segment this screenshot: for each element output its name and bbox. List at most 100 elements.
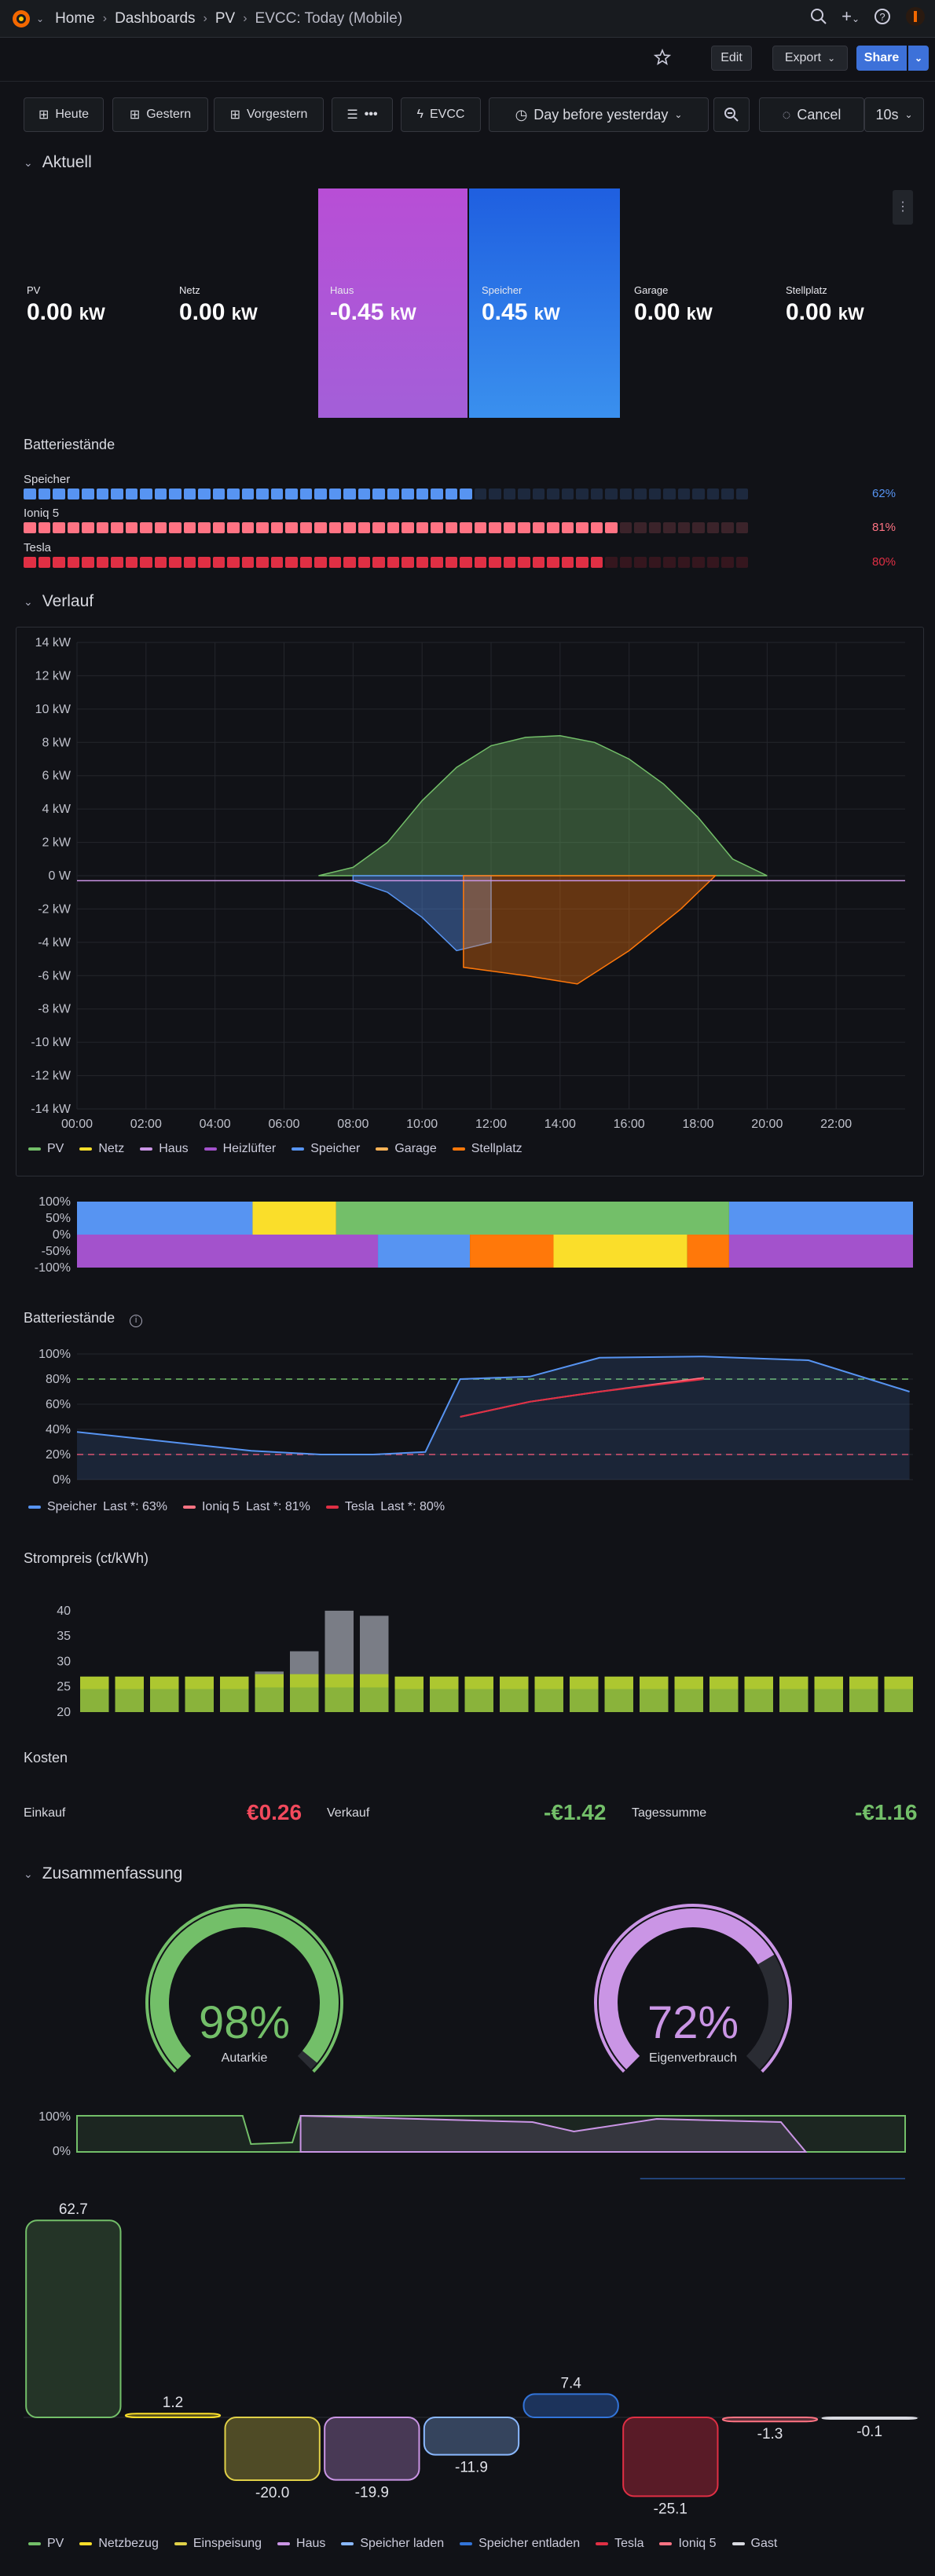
- link-label: Gestern: [146, 108, 192, 121]
- dashboard-links-menu-button[interactable]: ☰ •••: [332, 97, 393, 132]
- link-heute[interactable]: ⊞ Heute: [24, 97, 104, 132]
- legend-item[interactable]: Ioniq 5: [659, 2537, 717, 2551]
- battery-bar-segment: [445, 522, 457, 533]
- battery-bar-segment: [387, 557, 399, 568]
- energy-bar: [522, 2393, 619, 2418]
- legend-item[interactable]: Speicher entladen: [460, 2537, 580, 2551]
- gauge-label-autarkie: Autarkie: [221, 2051, 268, 2065]
- chevron-down-icon: ⌄: [827, 53, 836, 64]
- share-segment: [728, 1202, 913, 1235]
- link-vorgestern[interactable]: ⊞ Vorgestern: [214, 97, 324, 132]
- zoom-out-button[interactable]: [713, 97, 750, 132]
- battery-bar-percent: 81%: [872, 521, 896, 534]
- row-verlauf[interactable]: ⌄ Verlauf: [24, 592, 94, 611]
- page-title: EVCC: Today (Mobile): [255, 9, 403, 27]
- series-line: [76, 1356, 910, 1455]
- info-icon[interactable]: i: [130, 1315, 143, 1327]
- battery-bar-segment: [111, 522, 123, 533]
- chevron-down-icon[interactable]: ⌄: [36, 13, 45, 24]
- battery-bar-segment: [387, 488, 399, 499]
- legend-item[interactable]: Haus: [277, 2537, 325, 2551]
- battery-bar-segment: [270, 488, 283, 499]
- battery-bar-segment: [518, 488, 530, 499]
- time-range-picker[interactable]: ◷ Day before yesterday ⌄: [489, 97, 709, 132]
- legend-item[interactable]: Gast: [732, 2537, 777, 2551]
- verlauf-power-chart[interactable]: 14 kW 12 kW 10 kW 8 kW 6 kW 4 kW 2 kW 0 W -2 kW -…: [16, 627, 924, 1145]
- legend-item[interactable]: Heizlüfter: [204, 1142, 276, 1156]
- refresh-interval-picker[interactable]: 10s ⌄: [864, 97, 924, 132]
- price-bar-highlight: [430, 1676, 459, 1689]
- panel-title-kosten: Kosten: [24, 1750, 68, 1766]
- legend-item[interactable]: Netzbezug: [79, 2537, 159, 2551]
- legend-item[interactable]: Netz: [79, 1142, 124, 1156]
- legend-item[interactable]: Haus: [140, 1142, 189, 1156]
- stat-unit: kW: [534, 304, 560, 324]
- panel-menu-button[interactable]: ⋮: [893, 190, 913, 225]
- energy-summary-bar-chart[interactable]: 62.7 1.2 -20.0 -19.9 -11.9 7.4 -25.1 -1.3 -0.1: [16, 2191, 924, 2529]
- electricity-price-chart[interactable]: 40 35 30 25 20: [16, 1577, 924, 1726]
- battery-bar-segment: [402, 522, 414, 533]
- battery-bar-segment: [532, 522, 544, 533]
- battery-bar-segment: [547, 522, 559, 533]
- battery-bar-segment: [372, 557, 385, 568]
- legend-item[interactable]: Garage: [376, 1142, 437, 1156]
- legend-item[interactable]: PV: [28, 1142, 64, 1156]
- energy-bar: [324, 2417, 420, 2481]
- battery-bar-segment: [299, 522, 312, 533]
- breadcrumb-home[interactable]: Home: [55, 9, 95, 27]
- add-icon[interactable]: +⌄: [842, 6, 860, 26]
- x-tick-label: 00:00: [61, 1118, 93, 1131]
- y-tick-label: 35: [57, 1630, 71, 1643]
- search-icon[interactable]: [810, 8, 827, 25]
- legend-item[interactable]: PV: [28, 2537, 64, 2551]
- legend-swatch: [174, 2542, 187, 2545]
- battery-bar-segment: [561, 488, 574, 499]
- link-gestern[interactable]: ⊞ Gestern: [112, 97, 208, 132]
- legend-item[interactable]: Tesla: [596, 2537, 644, 2551]
- row-zusammenfassung[interactable]: ⌄ Zusammenfassung: [24, 1864, 182, 1883]
- price-bar-peak: [255, 1671, 284, 1674]
- battery-bar-segment: [532, 557, 544, 568]
- cost-value-einkauf: €0.26: [247, 1800, 302, 1824]
- cancel-refresh-button[interactable]: ◌ Cancel: [759, 97, 864, 132]
- edit-button[interactable]: Edit: [711, 46, 752, 71]
- breadcrumb-folder[interactable]: PV: [214, 9, 236, 27]
- share-menu-button[interactable]: ⌄: [908, 46, 929, 71]
- price-bar-highlight: [534, 1676, 563, 1689]
- legend-item[interactable]: Tesla Last *: 80%: [325, 1500, 445, 1514]
- battery-bar-segment: [140, 557, 152, 568]
- battery-levels-chart[interactable]: 100% 80% 60% 40% 20% 0%: [16, 1335, 924, 1492]
- y-tick-label: 20: [57, 1706, 71, 1719]
- gauge-label-eigenverbrauch: Eigenverbrauch: [648, 2051, 738, 2065]
- legend-item[interactable]: Ioniq 5 Last *: 81%: [182, 1500, 310, 1514]
- row-aktuell[interactable]: ⌄ Aktuell: [24, 153, 92, 172]
- battery-bar-segment: [648, 522, 661, 533]
- battery-bar-segment: [67, 522, 79, 533]
- y-tick-label: -2 kW: [38, 902, 72, 916]
- legend-swatch: [341, 2542, 354, 2545]
- grafana-logo-icon[interactable]: [9, 7, 33, 31]
- legend-item[interactable]: Einspeisung: [174, 2537, 262, 2551]
- legend-item[interactable]: Speicher Last *: 63%: [28, 1500, 167, 1514]
- battery-bar-segment: [503, 522, 515, 533]
- share-button[interactable]: Share: [856, 46, 907, 71]
- legend-item[interactable]: Stellplatz: [452, 1142, 522, 1156]
- battery-bar-segment: [489, 488, 501, 499]
- breadcrumb-dashboards[interactable]: Dashboards: [115, 9, 196, 27]
- legend-label: Haus: [296, 2537, 326, 2550]
- legend-item[interactable]: Speicher: [292, 1142, 360, 1156]
- dashboard-actions-bar: Edit Export ⌄ Share ⌄: [0, 38, 935, 82]
- user-avatar[interactable]: [905, 6, 926, 27]
- panel-title-batteriestaende: Batteriestände: [24, 437, 116, 452]
- battery-bar-segment: [735, 557, 748, 568]
- link-evcc[interactable]: ϟ EVCC: [401, 97, 481, 132]
- battery-bar-segment: [692, 488, 705, 499]
- battery-bar-segment: [431, 522, 443, 533]
- cancel-label: Cancel: [797, 106, 842, 123]
- export-button[interactable]: Export ⌄: [772, 46, 848, 71]
- battery-bar-segment: [169, 522, 182, 533]
- help-icon[interactable]: ?: [874, 8, 891, 25]
- legend-item[interactable]: Speicher laden: [341, 2537, 444, 2551]
- star-icon[interactable]: [654, 49, 671, 66]
- breadcrumb-separator-icon: ›: [203, 11, 207, 25]
